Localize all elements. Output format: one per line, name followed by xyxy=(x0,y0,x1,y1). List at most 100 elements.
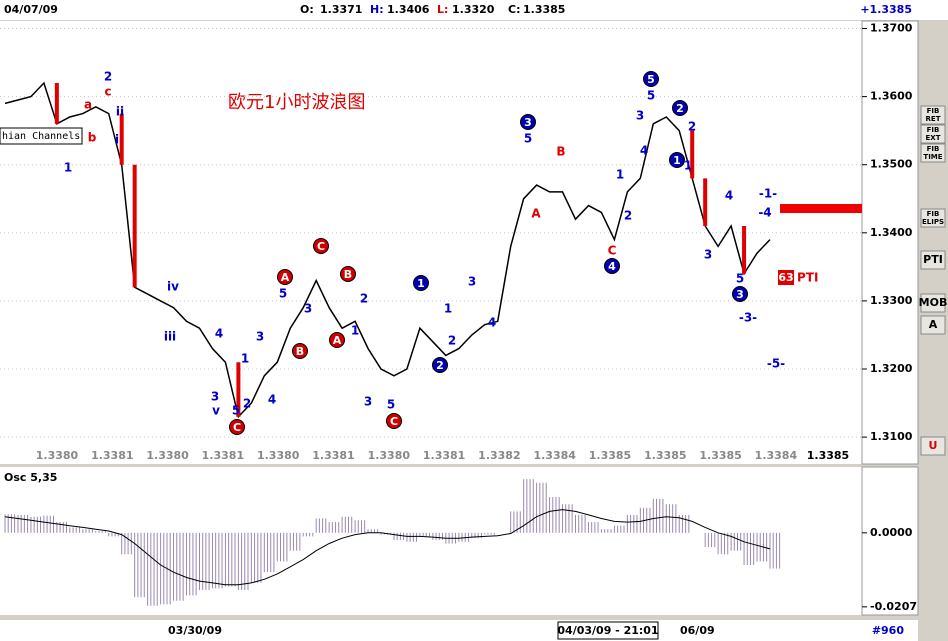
tool-label: FIB xyxy=(927,126,940,134)
tool-button[interactable] xyxy=(920,315,946,335)
bar-label: 1.3385 xyxy=(699,449,741,462)
wave-label: 5 xyxy=(279,287,287,301)
y-tick-label: 1.3200 xyxy=(870,362,913,375)
high-label: H: xyxy=(370,3,384,16)
wave-label: iii xyxy=(164,330,176,344)
price-panel xyxy=(0,21,862,464)
wave-label: 3 xyxy=(736,288,744,301)
wave-label: -3- xyxy=(739,311,757,325)
footer-date: 03/30/09 xyxy=(168,624,222,637)
wave-label: -1- xyxy=(759,187,777,201)
wave-circle xyxy=(643,71,659,87)
tool-button[interactable] xyxy=(920,105,946,125)
wave-label: C xyxy=(233,421,241,434)
open: 1.3371 xyxy=(320,3,362,16)
bar-label: 1.3381 xyxy=(91,449,133,462)
wave-circle xyxy=(313,238,329,254)
wave-label: A xyxy=(281,271,290,284)
tool-label: ELIPS xyxy=(922,218,944,226)
wave-label: -5- xyxy=(767,357,785,371)
price-axis xyxy=(861,20,919,465)
wave-label: B xyxy=(556,145,565,159)
footer-bar xyxy=(0,620,918,641)
wave-label: 3 xyxy=(468,275,476,289)
wave-circle xyxy=(672,100,688,116)
wave-label: 1 xyxy=(684,159,692,173)
wave-label: 1 xyxy=(64,161,72,175)
bar-label: 1.3381 xyxy=(312,449,354,462)
wave-label: 3 xyxy=(524,116,532,129)
wave-label: 5 xyxy=(232,404,240,418)
wave-label: 5 xyxy=(647,89,655,103)
low-label: L: xyxy=(437,3,448,16)
wave-label: 1 xyxy=(351,324,359,338)
wave-label: c xyxy=(104,85,111,99)
tool-button[interactable] xyxy=(920,436,946,456)
wave-label: 3 xyxy=(256,330,264,344)
wave-label: b xyxy=(88,131,97,145)
wave-label: 2 xyxy=(104,70,112,84)
footer-date: 06/09 xyxy=(680,624,715,637)
pti-value: 63 xyxy=(778,271,793,284)
tool-label: FIB xyxy=(927,107,940,115)
close: 1.3385 xyxy=(523,3,565,16)
tool-button[interactable] xyxy=(920,250,946,270)
wave-label: 2 xyxy=(243,397,251,411)
wave-label: 1 xyxy=(616,168,624,182)
tool-label: RET xyxy=(926,115,941,123)
last-price: +1.3385 xyxy=(860,3,912,16)
bar-label: 1.3384 xyxy=(755,449,798,462)
wave-label: 4 xyxy=(268,393,276,407)
tool-label: FIB xyxy=(927,210,940,218)
wave-label: 2 xyxy=(688,120,696,134)
wave-label: C xyxy=(390,415,398,428)
y-tick-label: 1.3700 xyxy=(870,21,913,34)
wave-label: 2 xyxy=(676,102,684,115)
wave-label: 5 xyxy=(524,132,532,146)
wave-label: C xyxy=(608,244,617,258)
wave-circle xyxy=(292,343,308,359)
wave-circle xyxy=(386,413,402,429)
wave-label: 1 xyxy=(673,154,681,167)
tool-button[interactable] xyxy=(920,143,946,163)
channel-label: hian Channels xyxy=(2,131,80,142)
wave-label: C xyxy=(317,240,325,253)
wave-label: iv xyxy=(167,280,179,294)
wave-circle xyxy=(604,258,620,274)
bar-label: 1.3380 xyxy=(146,449,189,462)
wave-label: 2 xyxy=(624,209,632,223)
cursor-date: 04/03/09 - 21:01 xyxy=(557,624,658,637)
wave-label: a xyxy=(84,98,92,112)
wave-circle xyxy=(413,275,429,291)
bar-label: 1.3385 xyxy=(644,449,686,462)
tool-label: U xyxy=(929,439,938,452)
wave-label: v xyxy=(212,404,220,418)
tool-button[interactable] xyxy=(920,124,946,144)
y-tick-label: 0.0000 xyxy=(870,526,913,539)
wave-label: 4 xyxy=(640,144,648,158)
wave-label: 3 xyxy=(636,109,644,123)
low: 1.3320 xyxy=(452,3,495,16)
wave-label: 5 xyxy=(736,272,744,286)
wave-label: 4 xyxy=(608,260,616,273)
osc-title: Osc 5,35 xyxy=(4,471,57,484)
wave-label: 3 xyxy=(704,248,712,262)
wave-label: 1 xyxy=(417,277,425,290)
wave-label: 5 xyxy=(647,73,655,86)
tool-button[interactable] xyxy=(920,293,946,313)
tool-button[interactable] xyxy=(920,208,946,228)
annotation: 欧元1小时波浪图 xyxy=(228,92,365,113)
wave-circle xyxy=(329,332,345,348)
tool-label: TIME xyxy=(923,153,942,161)
bar-label: 1.3385 xyxy=(807,449,849,462)
bar-label: 1.3381 xyxy=(423,449,465,462)
wave-label: B xyxy=(344,268,352,281)
tool-label: FIB xyxy=(927,145,940,153)
bar-label: 1.3380 xyxy=(368,449,411,462)
wave-circle xyxy=(340,266,356,282)
wave-label: 3 xyxy=(364,395,372,409)
tool-label: PTI xyxy=(923,253,943,266)
bar-label: 1.3385 xyxy=(589,449,631,462)
